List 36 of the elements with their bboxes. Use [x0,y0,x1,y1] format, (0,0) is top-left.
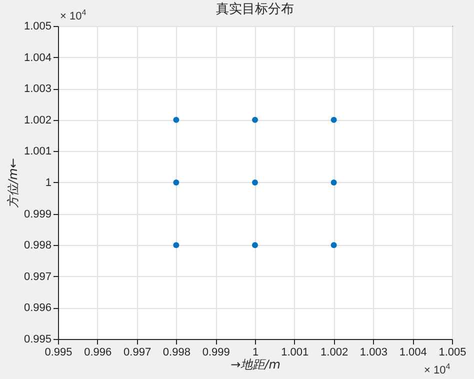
x-tick-label: 1.001 [281,346,309,358]
text: × 10$^{4}$ [424,362,450,377]
point [330,116,337,123]
point [173,242,180,248]
y-tick-label: 1.003 [24,83,52,96]
x-tick-label: 0.995 [44,346,72,358]
y-tick-label: 0.999 [24,208,52,220]
y-tick-label: 0.998 [24,240,52,252]
point [330,180,337,186]
x-tick-label: 1.004 [399,346,427,358]
y-tick-label: 0.996 [24,302,52,314]
x-tick-label: 0.998 [162,346,190,358]
y-tick-label: 1.002 [24,114,52,126]
y-tick-label: 0.997 [24,270,52,283]
x-tick-label: 0.997 [124,346,152,358]
point [252,116,258,123]
x-tick-label: 1.002 [320,346,348,358]
y-tick-label: 0.995 [24,334,52,346]
point [330,242,337,248]
y-tick-label: 1.001 [24,146,52,158]
x-tick-label: 1 [252,346,259,358]
x-tick-label: 0.999 [202,346,230,358]
y-tick-label: 1.004 [24,52,52,64]
point [252,242,258,248]
x-tick-label: 1.005 [438,346,466,358]
x-tick-label: 1.003 [360,346,388,358]
chart-title: 真实目标分布 [216,2,294,17]
point [173,180,180,186]
y-axis-title: 方位/m← [6,158,20,208]
point [252,180,258,186]
y-tick-label: 1.005 [24,20,52,32]
y-tick-label: 1 [45,177,52,189]
x-axis-title: →地距/m [230,358,280,372]
point [173,116,180,123]
x-tick-label: 0.996 [84,346,112,358]
text: × 10$^{4}$ [60,8,86,23]
